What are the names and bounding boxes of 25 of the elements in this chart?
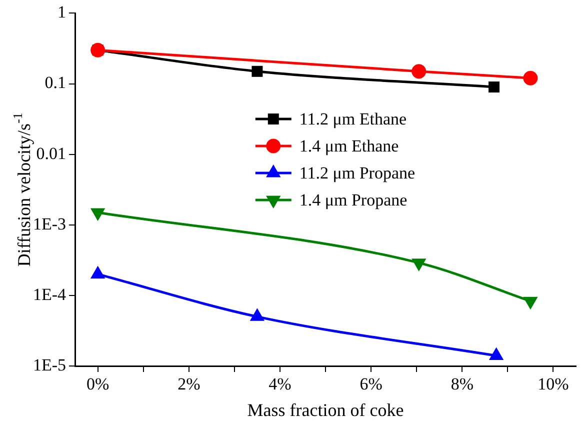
point <box>91 266 104 278</box>
point <box>490 348 503 360</box>
point <box>412 64 426 79</box>
x-tick-label: 6% <box>360 374 382 394</box>
point <box>523 70 538 86</box>
x-tick-label: 2% <box>178 374 200 394</box>
point <box>250 309 264 321</box>
x-tick-label: 10% <box>538 374 569 394</box>
y-tick-label: 1 <box>58 2 66 22</box>
legend-label: 11.2 μm Propane <box>299 164 416 183</box>
y-axis-title: Diffusion velocity/s-1 <box>10 112 34 267</box>
legend-label: 11.2 μm Ethane <box>299 110 407 129</box>
legend-label: 1.4 μm Propane <box>299 190 408 210</box>
x-tick-label: 8% <box>450 374 474 394</box>
y-tick-label: 0.01 <box>36 144 66 163</box>
x-axis-title: Mass fraction of coke <box>247 400 404 420</box>
point <box>488 81 500 92</box>
point <box>252 66 263 77</box>
legend-label: 1.4 μm Ethane <box>299 136 399 156</box>
y-tick-label: 0.1 <box>44 73 66 92</box>
x-tick-label: 4% <box>268 374 292 394</box>
y-tick-label: 1E-3 <box>33 214 66 234</box>
y-tick-label: 1E-5 <box>33 355 66 374</box>
y-tick-label: 1E-4 <box>33 284 67 304</box>
x-tick-label: 0% <box>86 374 110 394</box>
